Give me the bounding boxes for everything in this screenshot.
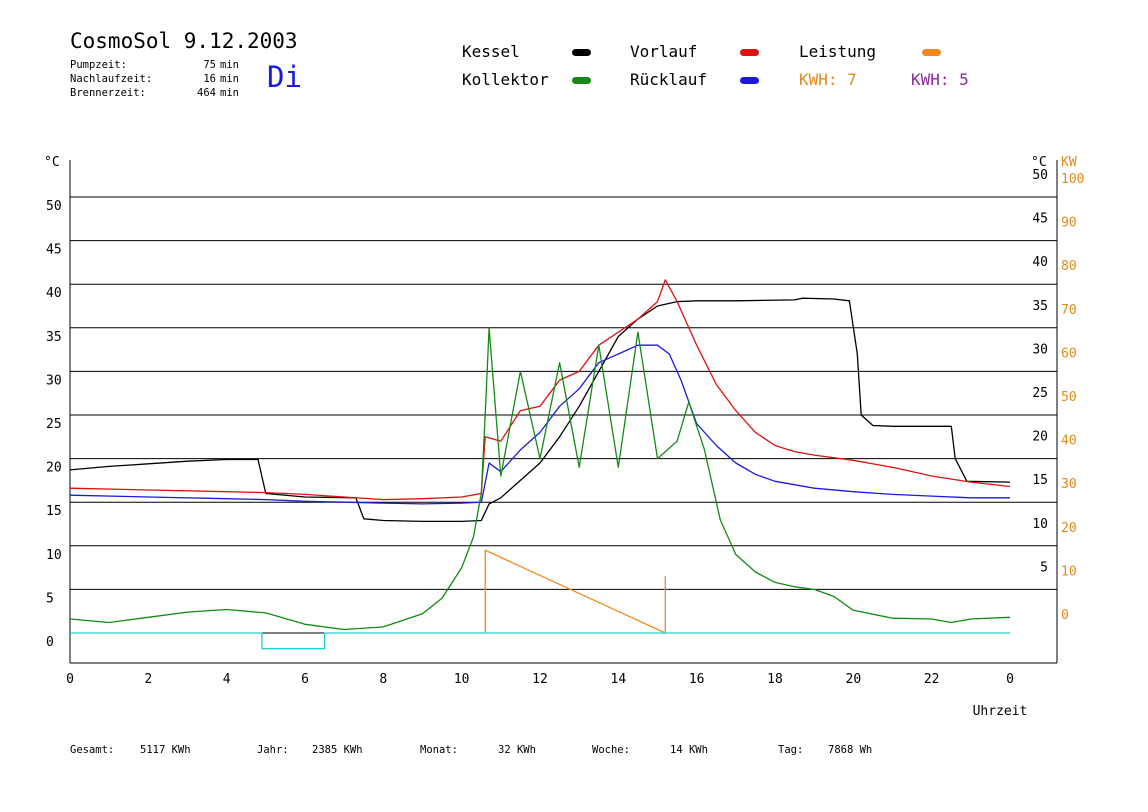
weekday-label: Di — [267, 60, 302, 94]
nachlaufzeit-value: 16 — [203, 73, 216, 85]
jahr-label: Jahr: — [257, 744, 289, 756]
y-axis-right-unit: °C — [1031, 155, 1047, 170]
y-tick-left-35: 35 — [46, 330, 62, 345]
y-axis-left-unit: °C — [44, 155, 60, 170]
x-tick-2: 4 — [223, 672, 231, 687]
x-tick-8: 16 — [689, 672, 705, 687]
legend-ruecklauf-swatch — [740, 77, 759, 84]
y-tick-right-50: 50 — [1032, 168, 1048, 183]
y-tick-kw-80: 80 — [1061, 259, 1077, 274]
tag-label: Tag: — [778, 744, 804, 756]
y-tick-kw-0: 0 — [1061, 608, 1069, 623]
gesamt-value: 5117 KWh — [140, 744, 191, 756]
series-rcklauf-line — [69, 344, 1010, 505]
x-tick-12: 0 — [1006, 672, 1014, 687]
woche-value: 14 KWh — [670, 744, 708, 756]
pumpzeit-row: Pumpzeit: 75 min — [70, 58, 239, 72]
series-kessel-line — [69, 297, 1011, 523]
y-tick-kw-60: 60 — [1061, 346, 1077, 361]
y-tick-left-5: 5 — [46, 591, 54, 606]
chart-title: CosmoSol 9.12.2003 — [70, 29, 298, 53]
y-tick-left-25: 25 — [46, 417, 62, 432]
pumpzeit-label: Pumpzeit: — [70, 59, 127, 71]
x-tick-7: 14 — [611, 672, 627, 687]
series-leistung-line — [484, 549, 666, 634]
nachlaufzeit-unit: min — [220, 73, 239, 85]
y-tick-right-40: 40 — [1032, 255, 1048, 270]
y-tick-left-50: 50 — [46, 199, 62, 214]
legend-kollektor-label: Kollektor — [462, 70, 549, 89]
legend-kessel-label: Kessel — [462, 42, 520, 61]
y-tick-kw-30: 30 — [1061, 477, 1077, 492]
x-tick-11: 22 — [924, 672, 940, 687]
brennerzeit-row: Brennerzeit: 464 min — [70, 86, 239, 100]
y-tick-kw-50: 50 — [1061, 390, 1077, 405]
legend-kwh-orange: KWH: 7 — [799, 70, 857, 89]
pumpzeit-unit: min — [220, 59, 239, 71]
legend-kwh-purple: KWH: 5 — [911, 70, 969, 89]
x-tick-9: 18 — [767, 672, 783, 687]
legend-kessel-swatch — [572, 49, 591, 56]
y-tick-left-10: 10 — [46, 548, 62, 563]
gesamt-label: Gesamt: — [70, 744, 115, 756]
x-tick-10: 20 — [846, 672, 862, 687]
y-tick-left-20: 20 — [46, 461, 62, 476]
monat-value: 32 KWh — [498, 744, 536, 756]
y-tick-kw-100: 100 — [1061, 172, 1084, 187]
legend-leistung-swatch — [922, 49, 941, 56]
brennerzeit-value: 464 — [197, 87, 216, 99]
nachlaufzeit-row: Nachlaufzeit: 16 min — [70, 72, 239, 86]
y-tick-left-15: 15 — [46, 504, 62, 519]
x-tick-4: 8 — [379, 672, 387, 687]
x-axis-label: Uhrzeit — [973, 704, 1028, 719]
series-pumpe-line — [70, 632, 1010, 650]
y-tick-right-15: 15 — [1032, 473, 1048, 488]
jahr-value: 2385 KWh — [312, 744, 363, 756]
y-tick-kw-40: 40 — [1061, 434, 1077, 449]
tag-value: 7868 Wh — [828, 744, 873, 756]
series-kollektor-line — [69, 327, 1011, 631]
runtime-summary: Pumpzeit: 75 min Nachlaufzeit: 16 min Br… — [70, 58, 239, 100]
pumpzeit-value: 75 — [203, 59, 216, 71]
y-tick-kw-20: 20 — [1061, 521, 1077, 536]
legend-leistung-label: Leistung — [799, 42, 877, 61]
y-tick-left-40: 40 — [46, 286, 62, 301]
monat-label: Monat: — [420, 744, 458, 756]
y-tick-right-20: 20 — [1032, 430, 1048, 445]
y-tick-right-45: 45 — [1032, 212, 1048, 227]
y-tick-kw-70: 70 — [1061, 303, 1077, 318]
y-tick-left-45: 45 — [46, 243, 62, 258]
y-tick-right-5: 5 — [1040, 560, 1048, 575]
y-tick-right-25: 25 — [1032, 386, 1048, 401]
brennerzeit-label: Brennerzeit: — [70, 87, 146, 99]
y-tick-kw-10: 10 — [1061, 564, 1077, 579]
brennerzeit-unit: min — [220, 87, 239, 99]
legend-kollektor-swatch — [572, 77, 591, 84]
x-tick-0: 0 — [66, 672, 74, 687]
legend-vorlauf-swatch — [740, 49, 759, 56]
y-tick-left-30: 30 — [46, 373, 62, 388]
x-tick-5: 10 — [454, 672, 470, 687]
x-tick-3: 6 — [301, 672, 309, 687]
y-tick-right-35: 35 — [1032, 299, 1048, 314]
y-tick-right-30: 30 — [1032, 342, 1048, 357]
y-tick-right-10: 10 — [1032, 517, 1048, 532]
nachlaufzeit-label: Nachlaufzeit: — [70, 73, 153, 85]
legend-ruecklauf-label: Rücklauf — [630, 70, 708, 89]
series-vorlauf-line — [69, 279, 1011, 501]
x-tick-1: 2 — [144, 672, 152, 687]
x-tick-6: 12 — [532, 672, 548, 687]
y-tick-kw-90: 90 — [1061, 216, 1077, 231]
y-tick-left-0: 0 — [46, 635, 54, 650]
woche-label: Woche: — [592, 744, 630, 756]
legend-vorlauf-label: Vorlauf — [630, 42, 698, 61]
y-axis-kw-unit: KW — [1061, 155, 1077, 170]
